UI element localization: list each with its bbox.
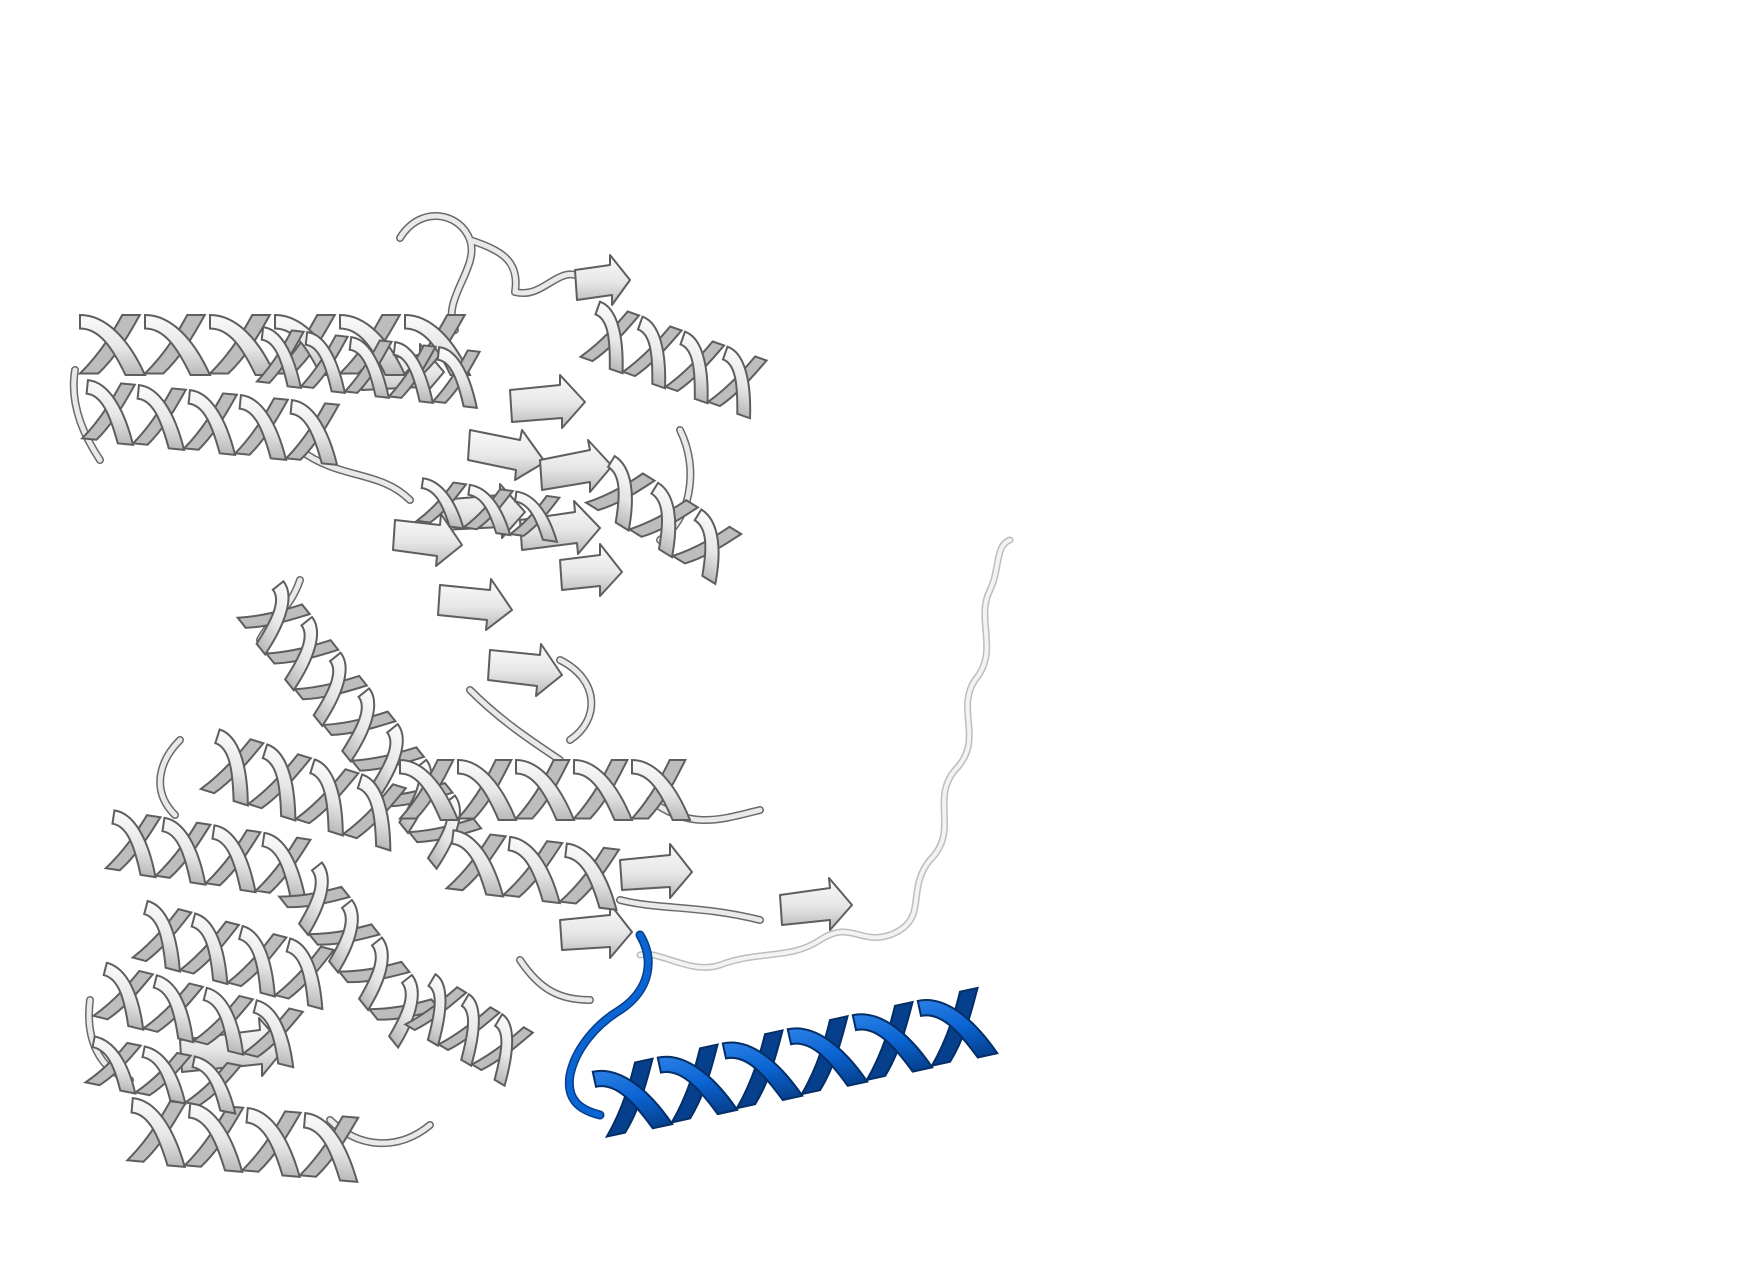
coil-loops bbox=[69, 212, 1014, 1148]
highlighted-loop bbox=[564, 930, 653, 1120]
gray-helix-9 bbox=[103, 809, 313, 901]
gray-helix-10 bbox=[130, 899, 336, 1011]
gray-helix-7 bbox=[397, 758, 692, 821]
highlighted-helix bbox=[591, 986, 999, 1139]
gray-helix-15 bbox=[125, 1097, 360, 1184]
gray-helix-5 bbox=[583, 454, 744, 586]
gray-helix-14 bbox=[91, 961, 305, 1069]
blue-helix-coil bbox=[591, 986, 999, 1139]
gray-helix-12 bbox=[444, 829, 621, 911]
gray-helix-13 bbox=[403, 972, 535, 1088]
gray-helices bbox=[77, 300, 769, 1184]
gray-helix-6 bbox=[235, 579, 483, 871]
gray-helix-11 bbox=[277, 861, 442, 1050]
gray-helix-8 bbox=[198, 728, 408, 852]
gray-helix-17 bbox=[82, 1035, 243, 1115]
gray-helix-3 bbox=[80, 379, 341, 466]
disordered-tail bbox=[636, 536, 1014, 971]
gray-helix-4 bbox=[578, 300, 769, 420]
gray-helix-2 bbox=[254, 326, 482, 409]
gray-helix-16 bbox=[414, 477, 562, 543]
